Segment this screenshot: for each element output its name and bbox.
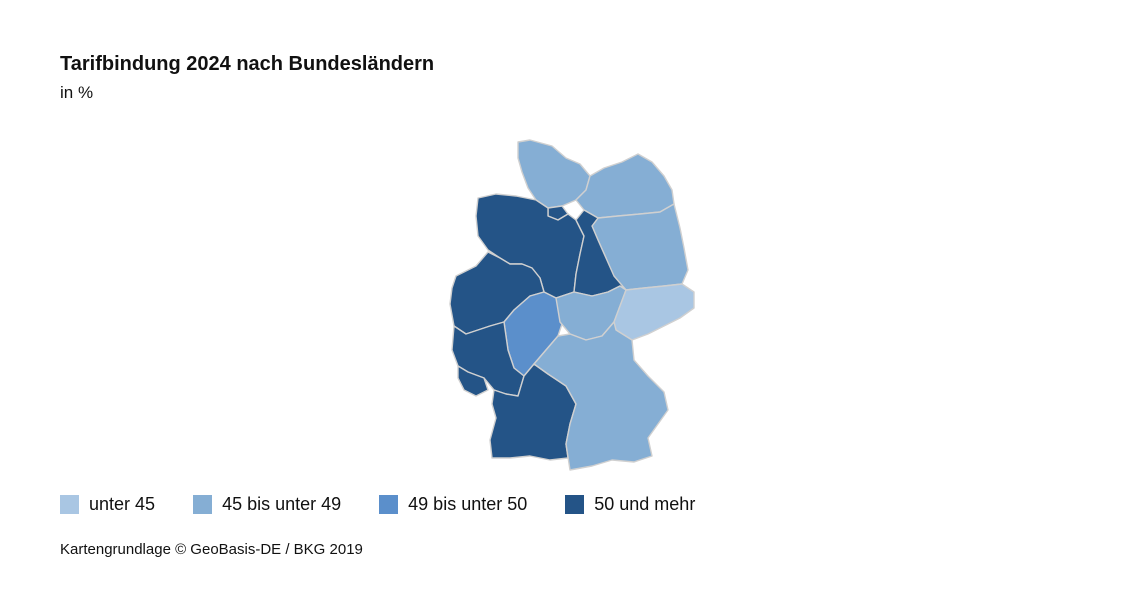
legend-label: 45 bis unter 49 (222, 494, 342, 514)
legend-label: unter 45 (89, 494, 156, 514)
legend-label: 49 bis unter 50 (408, 494, 528, 514)
legend-label: 50 und mehr (594, 494, 696, 514)
state-mecklenburg-vorpommern (575, 153, 675, 219)
legend-item: 50 und mehr (565, 494, 695, 515)
legend-swatch (60, 495, 79, 514)
source-note: Kartengrundlage © GeoBasis-DE / BKG 2019 (60, 541, 363, 558)
state-sachsen (613, 283, 695, 341)
map-subtitle: in % (60, 83, 94, 102)
map-title: Tarifbindung 2024 nach Bundesländern (60, 53, 435, 75)
state-bayern (533, 321, 669, 471)
legend-swatch (193, 495, 213, 514)
legend-item: 49 bis unter 50 (379, 494, 527, 515)
legend: unter 45 45 bis unter 49 49 bis unter 50… (60, 494, 733, 515)
legend-swatch (565, 495, 585, 514)
legend-item: unter 45 (60, 494, 155, 515)
legend-swatch (379, 495, 399, 514)
state-saarland (457, 365, 489, 397)
legend-item: 45 bis unter 49 (193, 494, 341, 515)
